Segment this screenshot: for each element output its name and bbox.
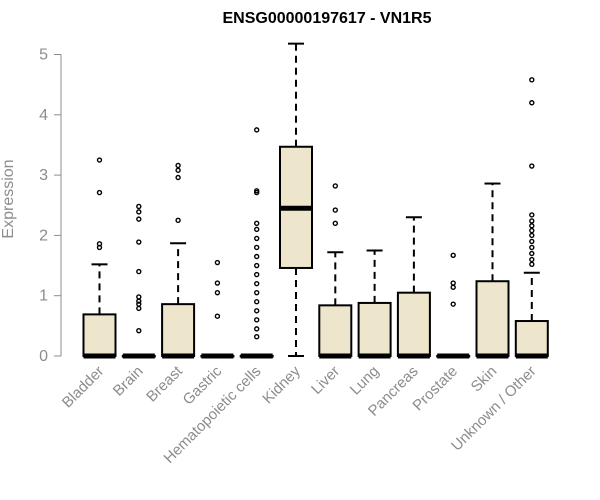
outlier-point xyxy=(214,289,221,296)
x-tick-label: Brain xyxy=(110,363,147,400)
outlier-point xyxy=(254,334,260,340)
outlier-point xyxy=(136,209,142,215)
box-lung xyxy=(357,249,392,359)
outlier-point xyxy=(450,280,456,286)
outlier-point xyxy=(136,298,142,304)
x-tick-label: Kidney xyxy=(259,362,304,407)
box-kidney xyxy=(279,42,313,357)
outlier-point xyxy=(175,174,181,181)
outlier-point xyxy=(529,238,535,245)
y-axis: 0 1 2 3 4 5 xyxy=(39,47,62,365)
y-tick-label: 3 xyxy=(39,167,48,184)
outlier-point xyxy=(254,299,260,305)
outlier-point xyxy=(254,220,260,227)
x-tick-label: Liver xyxy=(308,363,343,398)
box-iqr xyxy=(357,301,392,358)
box-bladder xyxy=(82,157,117,359)
outlier-point xyxy=(254,280,260,287)
outlier-point xyxy=(254,188,260,194)
outlier-point xyxy=(529,261,535,268)
outlier-point xyxy=(136,268,142,275)
outlier-point xyxy=(529,227,535,234)
box-iqr xyxy=(514,320,549,357)
box-iqr xyxy=(396,291,431,357)
outlier-point xyxy=(529,250,535,257)
box-iqr xyxy=(161,303,196,357)
y-tick-label: 1 xyxy=(39,288,48,305)
box-iqr xyxy=(82,313,117,358)
box-hematopoietic-cells xyxy=(239,127,274,359)
outlier-point xyxy=(254,317,260,323)
outlier-point xyxy=(254,244,260,251)
outlier-point xyxy=(332,220,338,227)
outlier-point xyxy=(96,157,103,163)
y-tick-label: 2 xyxy=(39,227,48,244)
outlier-point xyxy=(529,218,535,224)
x-tick-label: Breast xyxy=(143,362,186,405)
outlier-point xyxy=(529,256,535,263)
outlier-point xyxy=(214,280,221,286)
outlier-point xyxy=(332,183,338,189)
outlier-point xyxy=(529,223,535,229)
box-unknown-other xyxy=(514,77,549,359)
y-tick-label: 4 xyxy=(39,107,48,124)
outlier-point xyxy=(254,326,260,332)
outlier-point xyxy=(529,100,535,106)
outlier-point xyxy=(175,217,181,224)
box-iqr xyxy=(475,280,510,357)
outlier-point xyxy=(254,235,260,242)
outlier-point xyxy=(450,301,456,307)
x-tick-label: Bladder xyxy=(59,363,108,412)
x-tick-label: Skin xyxy=(468,363,501,396)
outlier-point xyxy=(254,308,260,314)
outlier-point xyxy=(96,241,103,247)
outlier-point xyxy=(529,244,535,251)
outlier-point xyxy=(136,301,142,307)
outlier-point xyxy=(332,207,338,213)
box-gastric xyxy=(200,259,235,359)
outlier-point xyxy=(529,163,535,169)
box-liver xyxy=(318,183,353,359)
box-skin xyxy=(475,182,510,359)
outlier-point xyxy=(254,271,260,278)
outlier-point xyxy=(254,262,260,269)
box-iqr xyxy=(318,304,353,357)
x-tick-label: Lung xyxy=(347,363,383,399)
outlier-point xyxy=(529,232,535,239)
outlier-point xyxy=(96,189,103,196)
y-tick-label: 5 xyxy=(39,47,48,64)
outlier-point xyxy=(175,167,181,173)
outlier-point xyxy=(450,252,456,258)
box-prostate xyxy=(436,252,471,359)
chart-title: ENSG00000197617 - VN1R5 xyxy=(222,10,431,27)
box-pancreas xyxy=(396,216,431,359)
box-brain xyxy=(121,203,156,359)
outlier-point xyxy=(136,239,142,245)
outlier-point xyxy=(254,226,260,233)
box-breast xyxy=(161,162,196,359)
outlier-point xyxy=(136,305,142,312)
boxes-layer xyxy=(82,42,549,359)
outlier-point xyxy=(136,203,142,210)
outlier-point xyxy=(254,289,260,296)
y-axis-label: Expression xyxy=(0,159,17,238)
outlier-point xyxy=(254,127,260,133)
outlier-point xyxy=(529,212,535,218)
y-tick-label: 0 xyxy=(39,348,48,365)
outlier-point xyxy=(214,259,221,266)
outlier-point xyxy=(136,294,142,300)
outlier-point xyxy=(175,162,181,169)
outlier-point xyxy=(136,327,142,334)
outlier-point xyxy=(136,216,142,222)
outlier-point xyxy=(450,284,456,290)
outlier-point xyxy=(529,77,535,83)
outlier-point xyxy=(254,253,260,260)
outlier-point xyxy=(214,313,221,319)
